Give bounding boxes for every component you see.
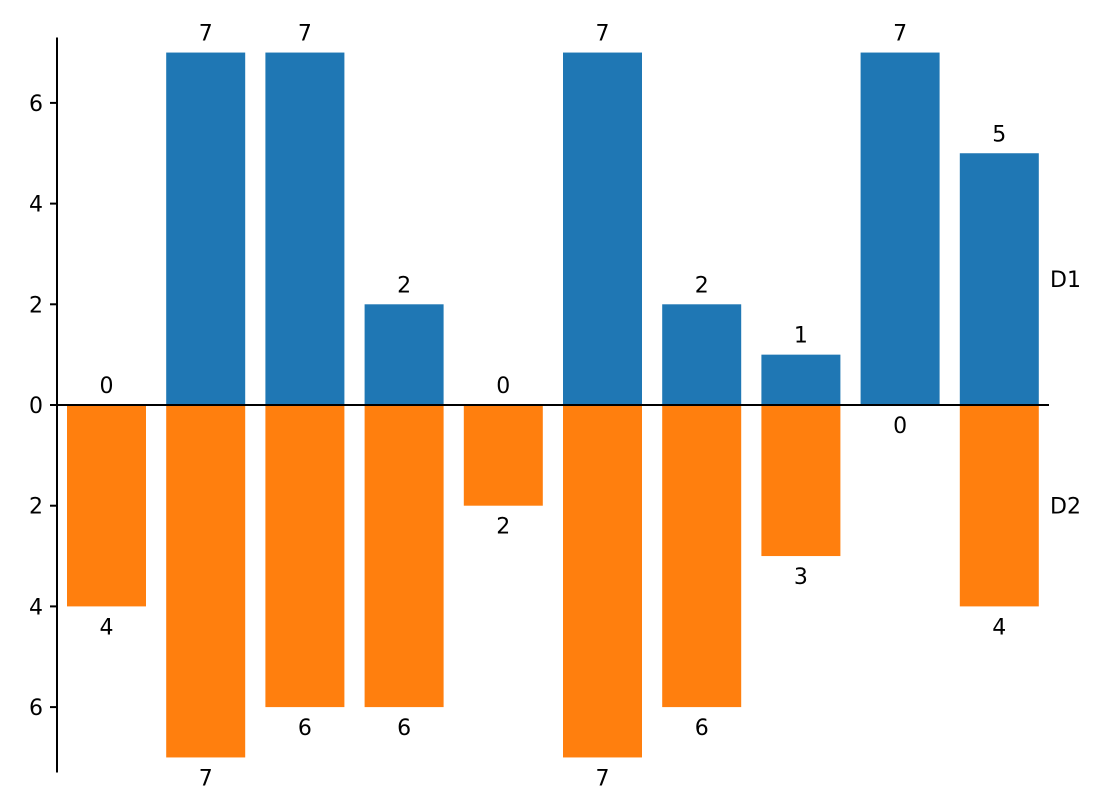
data-label-d2: 2 — [496, 515, 510, 540]
data-label-d2: 3 — [794, 565, 808, 590]
data-label-d2: 6 — [298, 716, 312, 741]
data-label-d1: 2 — [397, 273, 411, 298]
bar-d2 — [959, 405, 1039, 607]
bar-d1 — [761, 354, 841, 405]
y-tick-label: 4 — [29, 595, 43, 620]
data-label-d2: 0 — [893, 414, 907, 439]
data-label-d2: 6 — [695, 716, 709, 741]
data-label-d1: 0 — [496, 374, 510, 399]
series-d2-data-labels: 4 7 6 6 2 7 6 3 0 4 — [100, 414, 1007, 791]
bar-d2 — [67, 405, 146, 607]
series-label-d2: D2 — [1050, 495, 1081, 520]
bar-d2 — [364, 405, 444, 708]
data-label-d2: 4 — [100, 615, 114, 640]
data-label-d1: 7 — [199, 22, 213, 47]
y-tick-label: 6 — [29, 696, 43, 721]
bar-d2 — [265, 405, 345, 708]
bar-d1 — [166, 52, 246, 406]
data-label-d1: 7 — [893, 22, 907, 47]
y-tick-label: 4 — [29, 193, 43, 218]
series-d2-bars — [67, 405, 1039, 758]
bar-d2 — [662, 405, 742, 708]
y-axis-ticks: 6 4 2 0 2 4 6 — [29, 92, 57, 721]
bar-d1 — [563, 52, 642, 406]
bar-d1 — [959, 153, 1039, 405]
data-label-d2: 7 — [199, 766, 213, 791]
bar-d1 — [265, 52, 345, 406]
data-label-d1: 1 — [794, 324, 808, 349]
data-label-d1: 0 — [100, 374, 114, 399]
data-label-d1: 2 — [695, 273, 709, 298]
bar-d1 — [662, 304, 742, 405]
data-label-d2: 7 — [596, 766, 610, 791]
series-label-d1: D1 — [1050, 268, 1081, 293]
bar-d2 — [563, 405, 642, 758]
y-tick-label: 0 — [29, 394, 43, 419]
bar-d1 — [364, 304, 444, 405]
y-tick-label: 2 — [29, 293, 43, 318]
bar-d2 — [761, 405, 841, 557]
y-tick-label: 6 — [29, 92, 43, 117]
data-label-d2: 6 — [397, 716, 411, 741]
series-d1-data-labels: 0 7 7 2 0 7 2 1 7 5 — [100, 22, 1007, 399]
data-label-d1: 7 — [596, 22, 610, 47]
series-d1-bars — [166, 52, 1039, 406]
bar-d2 — [166, 405, 246, 758]
y-tick-label: 2 — [29, 495, 43, 520]
data-label-d1: 7 — [298, 22, 312, 47]
data-label-d1: 5 — [992, 122, 1006, 147]
data-label-d2: 4 — [992, 615, 1006, 640]
bar-d2 — [463, 405, 543, 506]
bar-d1 — [860, 52, 940, 406]
